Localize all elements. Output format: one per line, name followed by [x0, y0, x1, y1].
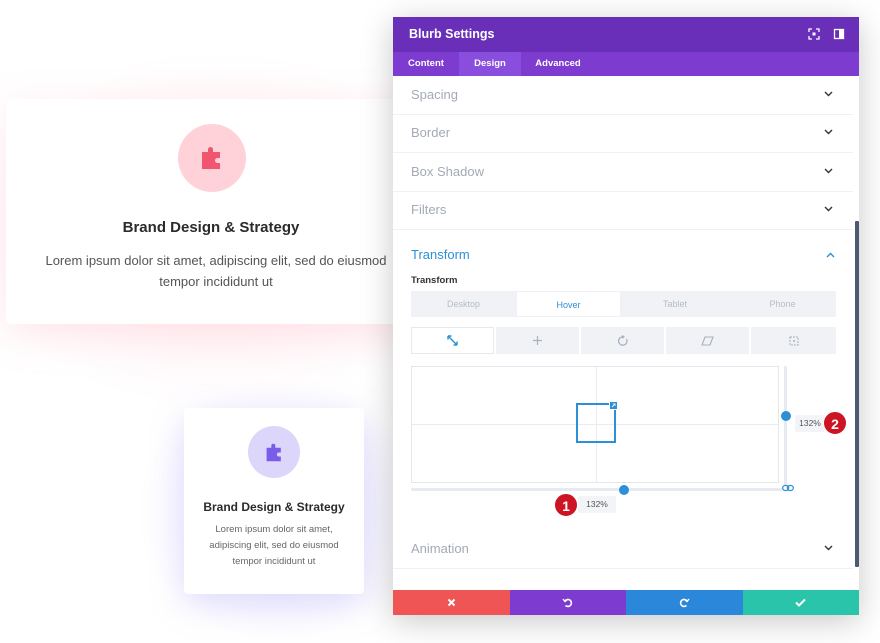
- tool-tab-translate[interactable]: [496, 327, 579, 354]
- scale-y-slider-thumb[interactable]: [781, 411, 791, 421]
- scale-y-slider-track[interactable]: [784, 366, 787, 486]
- undo-button[interactable]: [509, 590, 626, 615]
- tool-tab-scale[interactable]: [411, 327, 494, 354]
- panel-footer: [393, 590, 859, 615]
- section-label: Spacing: [411, 87, 458, 102]
- tool-tab-origin[interactable]: [751, 327, 836, 354]
- save-button[interactable]: [742, 590, 859, 615]
- device-tabs: Desktop Hover Tablet Phone: [411, 291, 836, 317]
- grid-line: [412, 424, 778, 425]
- section-label: Border: [411, 125, 451, 140]
- link-icon[interactable]: [782, 484, 794, 492]
- check-icon: [795, 598, 806, 607]
- blurb-body: Lorem ipsum dolor sit amet, adipiscing e…: [45, 253, 387, 289]
- section-box-shadow[interactable]: Box Shadow: [393, 153, 853, 192]
- undo-icon: [562, 598, 573, 608]
- chevron-down-icon: [824, 168, 833, 174]
- scale-preview-grid: [411, 366, 779, 483]
- section-label: Filters: [411, 202, 447, 217]
- sidebar-icon[interactable]: [833, 28, 845, 40]
- tab-design[interactable]: Design: [459, 52, 521, 76]
- section-filters[interactable]: Filters: [393, 191, 853, 230]
- device-tab-phone[interactable]: Phone: [769, 299, 796, 309]
- transform-tool-tabs: [411, 327, 836, 354]
- blurb-title: Brand Design & Strategy: [203, 500, 345, 514]
- blurb-settings-panel: Blurb Settings Content Design Advanced S…: [393, 17, 859, 615]
- chevron-down-icon: [824, 129, 833, 135]
- scale-x-slider-thumb[interactable]: [619, 485, 629, 495]
- scale-preview-square[interactable]: [576, 403, 616, 443]
- rotate-icon: [617, 334, 628, 346]
- scale-x-value[interactable]: 132%: [578, 496, 616, 513]
- section-border[interactable]: Border: [393, 114, 853, 153]
- chevron-up-icon[interactable]: [826, 252, 835, 258]
- expand-icon[interactable]: [808, 28, 820, 40]
- tab-advanced[interactable]: Advanced: [535, 58, 581, 69]
- origin-icon: [789, 336, 798, 345]
- section-label: Animation: [411, 541, 469, 556]
- chevron-down-icon: [824, 545, 833, 551]
- resize-handle-icon[interactable]: [609, 401, 618, 410]
- section-animation[interactable]: Animation: [393, 530, 853, 569]
- tool-tab-skew[interactable]: [666, 327, 749, 354]
- panel-scrollbar[interactable]: [855, 221, 859, 567]
- translate-icon: [533, 336, 542, 345]
- transform-label: Transform: [411, 275, 458, 286]
- tab-content[interactable]: Content: [408, 58, 444, 69]
- device-tab-tablet[interactable]: Tablet: [662, 299, 688, 309]
- close-icon: [447, 598, 455, 607]
- section-transform-heading[interactable]: Transform: [411, 247, 470, 262]
- annotation-badge-2: 2: [823, 411, 847, 435]
- chevron-down-icon: [824, 91, 833, 97]
- device-tab-hover[interactable]: Hover: [516, 291, 621, 317]
- tool-tab-rotate[interactable]: [581, 327, 664, 354]
- panel-tabs: Content Design Advanced: [393, 52, 859, 76]
- scale-icon: [447, 335, 458, 346]
- blurb-card-large: Brand Design & Strategy Lorem ipsum dolo…: [6, 99, 416, 324]
- blurb-body: Lorem ipsum dolor sit amet, adipiscing e…: [209, 524, 339, 567]
- section-label: Box Shadow: [411, 164, 484, 179]
- redo-button[interactable]: [626, 590, 743, 615]
- blurb-title: Brand Design & Strategy: [122, 219, 300, 236]
- scale-x-slider-track[interactable]: [411, 488, 783, 491]
- blurb-icon-circle: [248, 426, 300, 478]
- annotation-badge-1: 1: [554, 493, 578, 517]
- device-tab-desktop[interactable]: Desktop: [446, 299, 481, 309]
- skew-icon: [701, 335, 714, 346]
- scale-y-value[interactable]: 132%: [795, 415, 825, 432]
- blurb-card-small: Brand Design & Strategy Lorem ipsum dolo…: [184, 408, 364, 594]
- blurb-icon-circle: [178, 124, 246, 192]
- section-spacing[interactable]: Spacing: [393, 76, 853, 115]
- redo-icon: [679, 598, 690, 608]
- panel-title: Blurb Settings: [409, 27, 495, 41]
- puzzle-icon: [266, 443, 281, 461]
- panel-header: Blurb Settings: [393, 17, 859, 52]
- chevron-down-icon: [824, 206, 833, 212]
- puzzle-icon: [202, 147, 220, 169]
- cancel-button[interactable]: [393, 590, 510, 615]
